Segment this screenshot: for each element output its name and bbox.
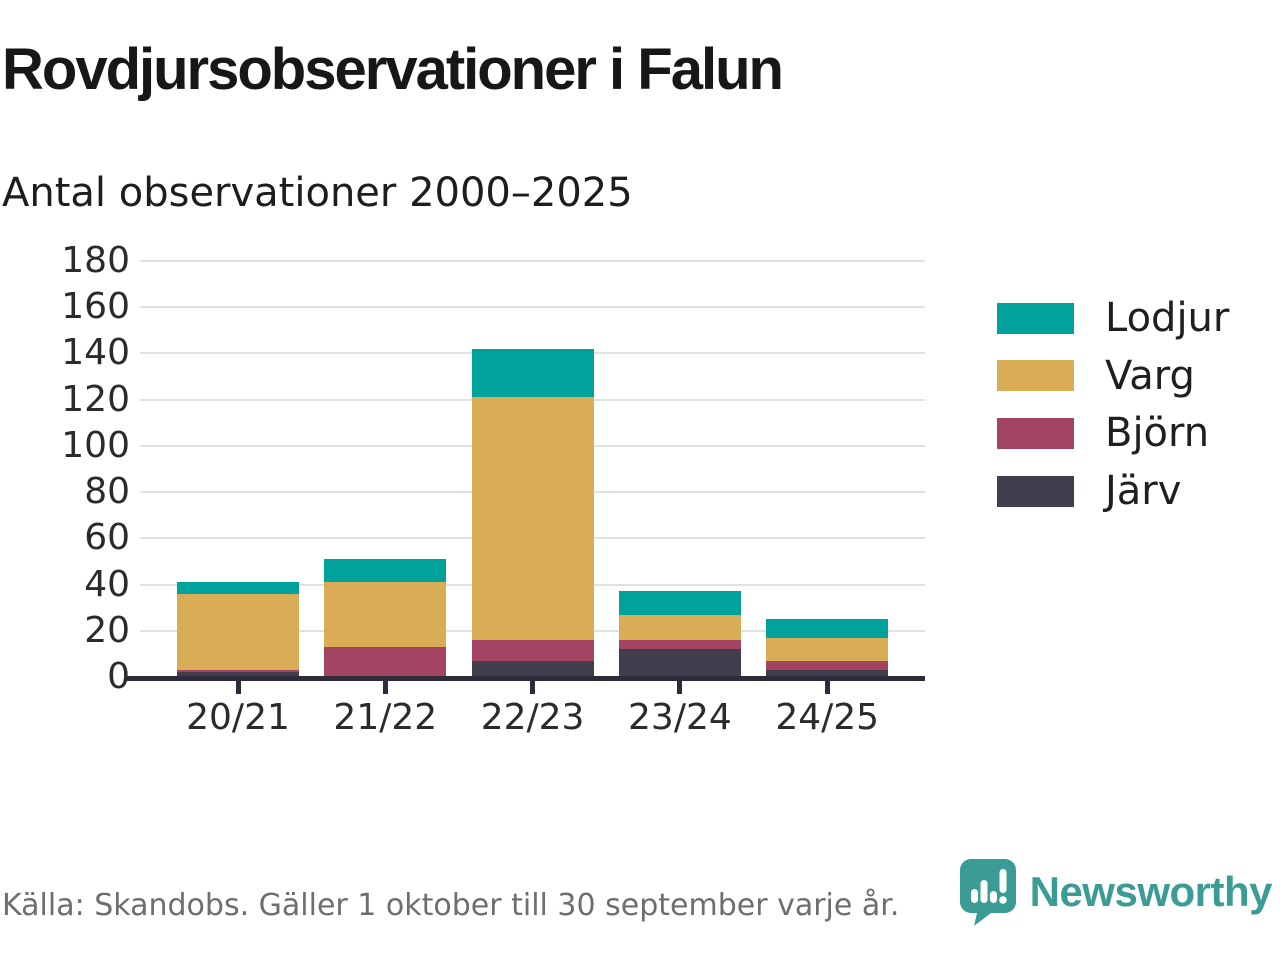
- bar-segment-varg-23-24: [618, 614, 741, 641]
- legend-label-järv: Järv: [1105, 468, 1182, 515]
- newsworthy-logo: Newsworthy: [959, 858, 1273, 926]
- bar-segment-björn-24-25: [766, 660, 889, 671]
- y-axis-label-180: 180: [61, 240, 130, 281]
- legend-item-björn: Björn: [997, 410, 1209, 456]
- y-axis-label-40: 40: [84, 563, 130, 605]
- newsworthy-wordmark: Newsworthy: [1029, 868, 1273, 915]
- bar-segment-björn-20-21: [177, 670, 299, 673]
- bar-segment-varg-24-25: [766, 637, 889, 661]
- bar-segment-lodjur-23-24: [618, 591, 741, 615]
- x-axis-label-22-23: 22/23: [480, 697, 585, 738]
- x-axis-tick-24-25: [824, 681, 830, 694]
- legend-swatch-björn: [997, 417, 1074, 449]
- legend-item-järv: Järv: [997, 468, 1181, 514]
- source-note: Källa: Skandobs. Gäller 1 oktober till 3…: [2, 888, 900, 923]
- legend-swatch-varg: [997, 360, 1074, 392]
- x-axis-tick-21-22: [382, 681, 388, 694]
- bar-segment-järv-24-25: [766, 670, 889, 677]
- y-axis-label-0: 0: [107, 656, 130, 697]
- legend-item-lodjur: Lodjur: [997, 295, 1229, 341]
- x-axis-label-20-21: 20/21: [186, 697, 290, 738]
- legend-swatch-lodjur: [997, 302, 1074, 334]
- legend-label-lodjur: Lodjur: [1105, 295, 1230, 341]
- speech-bubble-bars-icon: [959, 859, 1016, 926]
- x-axis-tick-23-24: [677, 681, 683, 694]
- gridline-160: [140, 306, 925, 309]
- bar-segment-varg-20-21: [177, 593, 299, 671]
- legend-swatch-järv: [997, 475, 1074, 507]
- bar-segment-varg-21-22: [324, 582, 447, 647]
- bar-segment-lodjur-20-21: [177, 582, 299, 594]
- bar-segment-järv-23-24: [618, 649, 741, 677]
- bar-segment-lodjur-22-23: [471, 348, 594, 398]
- y-axis-label-80: 80: [84, 471, 130, 513]
- chart-title: Rovdjursobservationer i Falun: [2, 37, 784, 102]
- y-axis-label-120: 120: [61, 378, 130, 420]
- bar-segment-björn-22-23: [471, 640, 594, 661]
- y-axis-label-160: 160: [61, 286, 130, 328]
- x-axis-tick-22-23: [530, 681, 536, 694]
- legend-label-varg: Varg: [1105, 352, 1195, 399]
- x-axis-tick-20-21: [235, 681, 241, 694]
- bar-segment-björn-21-22: [324, 646, 447, 677]
- bar-segment-järv-20-21: [177, 672, 299, 677]
- legend-label-björn: Björn: [1105, 410, 1210, 457]
- y-axis-label-60: 60: [84, 517, 130, 559]
- x-axis-label-23-24: 23/24: [628, 697, 732, 738]
- gridline-180: [140, 260, 925, 262]
- bar-segment-lodjur-24-25: [766, 619, 889, 638]
- x-axis-line: [126, 676, 925, 681]
- bar-segment-lodjur-21-22: [324, 559, 447, 583]
- bar-segment-varg-22-23: [471, 397, 594, 640]
- y-axis-label-20: 20: [84, 609, 130, 651]
- x-axis-label-24-25: 24/25: [775, 697, 880, 738]
- y-axis-label-140: 140: [61, 332, 130, 374]
- x-axis-label-21-22: 21/22: [333, 697, 438, 738]
- chart-subtitle: Antal observationer 2000–2025: [2, 170, 633, 216]
- y-axis-label-100: 100: [61, 424, 130, 466]
- bar-segment-björn-23-24: [618, 640, 741, 650]
- legend-item-varg: Varg: [997, 353, 1195, 399]
- bar-segment-järv-22-23: [471, 660, 594, 677]
